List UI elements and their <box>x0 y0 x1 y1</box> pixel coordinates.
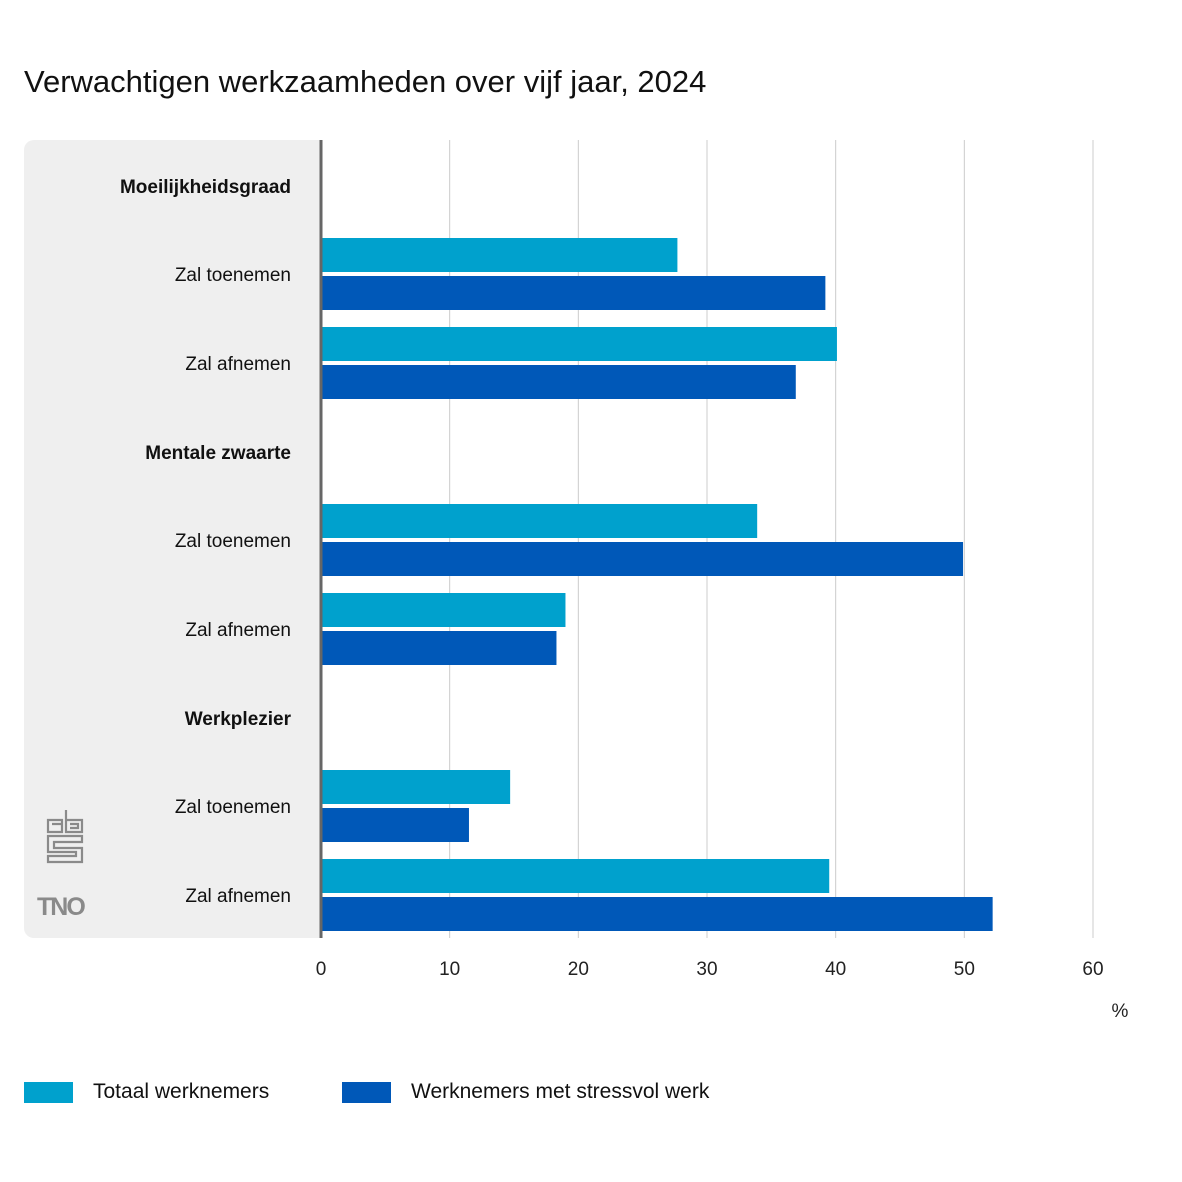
legend-label: Werknemers met stressvol werk <box>411 1080 710 1103</box>
group-label: Moeilijkheidsgraad <box>120 177 291 198</box>
category-label: Zal toenemen <box>175 531 291 552</box>
bar-stressvol <box>321 542 964 576</box>
x-tick-label: 10 <box>439 959 460 980</box>
bar-totaal <box>321 327 837 361</box>
category-label: Zal toenemen <box>175 265 291 286</box>
bar-totaal <box>321 593 566 627</box>
legend-label: Totaal werknemers <box>93 1080 270 1103</box>
bar-totaal <box>321 504 758 538</box>
tno-logo: TNO <box>37 893 86 921</box>
x-axis-unit-label: % <box>1112 1001 1129 1022</box>
x-tick-label: 20 <box>568 959 589 980</box>
category-label: Zal afnemen <box>185 354 291 375</box>
bar-stressvol <box>321 897 993 931</box>
bar-totaal <box>321 770 511 804</box>
group-label: Mentale zwaarte <box>145 443 291 464</box>
bar-stressvol <box>321 365 796 399</box>
bar-stressvol <box>321 808 469 842</box>
category-label: Zal toenemen <box>175 797 291 818</box>
legend-swatch <box>24 1081 73 1103</box>
bar-stressvol <box>321 631 557 665</box>
bar-stressvol <box>321 276 826 310</box>
x-tick-label: 0 <box>316 959 327 980</box>
x-tick-label: 60 <box>1082 959 1103 980</box>
x-tick-label: 50 <box>954 959 975 980</box>
legend-swatch <box>342 1081 391 1103</box>
category-label-panel <box>24 140 322 938</box>
bar-totaal <box>321 859 830 893</box>
chart-title: Verwachtigen werkzaamheden over vijf jaa… <box>24 64 707 99</box>
group-label: Werkplezier <box>185 709 292 730</box>
category-label: Zal afnemen <box>185 620 291 641</box>
legend-item-totaal: Totaal werknemers <box>24 1080 269 1104</box>
category-label: Zal afnemen <box>185 886 291 907</box>
cbs-logo <box>46 808 84 869</box>
x-tick-label: 40 <box>825 959 846 980</box>
legend-item-stressvol: Werknemers met stressvol werk <box>342 1080 709 1104</box>
bar-totaal <box>321 238 678 272</box>
x-tick-label: 30 <box>696 959 717 980</box>
